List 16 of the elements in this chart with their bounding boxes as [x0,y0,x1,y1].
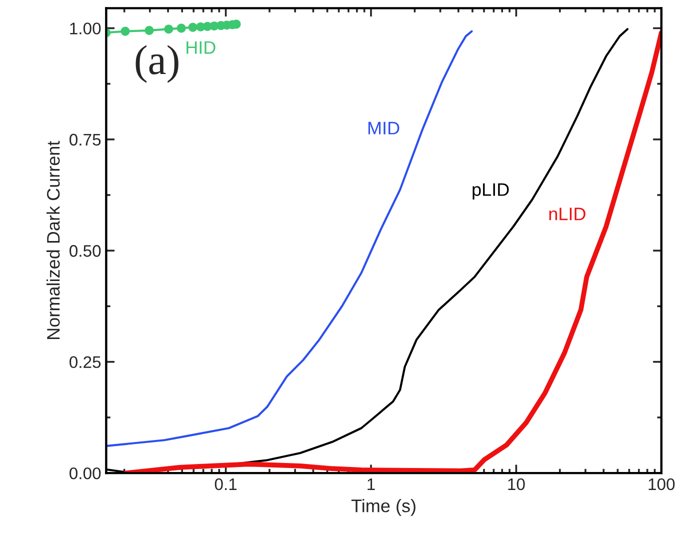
y-tick-label: 0.75 [70,134,101,146]
x-tick-label: 100 [648,478,675,490]
series-label: nLID [549,208,586,220]
x-tick-label: 1 [368,478,375,490]
annotation: (a) [136,45,178,83]
x-tick-label: 10 [508,478,525,490]
x-tick-label: 0.1 [214,478,237,490]
series-label: HID [186,41,216,54]
series-label: pLID [472,183,509,200]
y-tick-label: 0.50 [70,245,101,257]
y-tick-label: 0.25 [70,356,101,368]
y-axis-title: Normalized Dark Current [46,140,60,339]
series-label: MID [368,122,400,134]
x-axis-title: Time (s) [351,499,416,516]
y-tick-label: 0.00 [70,467,101,480]
y-tick-label: 1.00 [70,22,101,34]
